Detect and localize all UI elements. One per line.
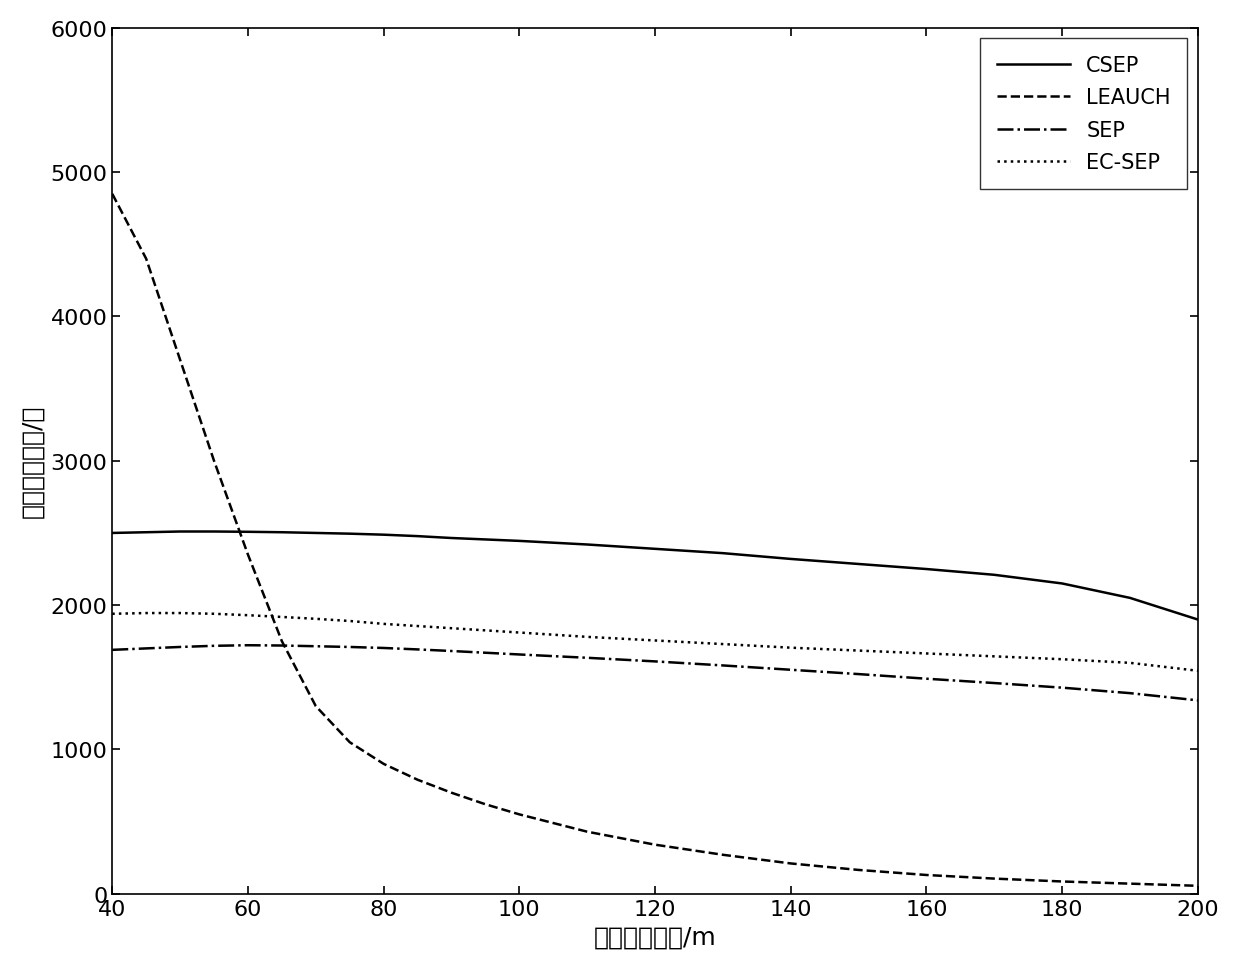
CSEP [477,534,492,546]
LEAUCH [512,809,527,821]
LEAUCH [784,858,799,869]
EC-SEP [477,625,492,637]
CSEP [1190,614,1205,626]
EC-SEP [139,608,154,619]
EC-SEP [647,635,662,646]
SEP [647,656,662,668]
LEAUCH [410,774,425,786]
CSEP [647,544,662,555]
SEP [274,641,289,652]
CSEP [376,529,391,541]
LEAUCH [309,701,324,712]
LEAUCH [715,849,730,860]
LEAUCH [1190,880,1205,891]
CSEP [784,553,799,565]
CSEP [715,547,730,559]
SEP [207,641,222,652]
LEAUCH [987,873,1002,885]
EC-SEP [1190,666,1205,677]
EC-SEP [919,648,934,660]
LEAUCH [207,455,222,467]
SEP [241,640,255,651]
LEAUCH [274,636,289,647]
LEAUCH [919,869,934,881]
CSEP [207,526,222,538]
EC-SEP [851,645,866,657]
CSEP [139,527,154,539]
CSEP [105,527,120,539]
SEP [1190,695,1205,706]
EC-SEP [342,615,357,627]
SEP [342,641,357,653]
EC-SEP [309,613,324,625]
EC-SEP [172,608,187,619]
EC-SEP [207,609,222,620]
SEP [987,677,1002,689]
CSEP [172,526,187,538]
CSEP [274,527,289,539]
CSEP [580,539,595,550]
CSEP [1122,592,1137,604]
EC-SEP [1122,657,1137,669]
SEP [309,641,324,652]
SEP [376,642,391,654]
SEP [477,647,492,659]
LEAUCH [1122,878,1137,890]
EC-SEP [444,623,459,635]
CSEP [987,570,1002,581]
EC-SEP [784,642,799,654]
CSEP [444,533,459,545]
Line: SEP: SEP [113,645,1198,701]
LEAUCH [105,189,120,201]
LEAUCH [241,549,255,561]
LEAUCH [444,787,459,798]
Legend: CSEP, LEAUCH, SEP, EC-SEP: CSEP, LEAUCH, SEP, EC-SEP [980,39,1188,190]
SEP [784,665,799,676]
EC-SEP [241,610,255,621]
X-axis label: 检测区域边长/m: 检测区域边长/m [594,924,717,949]
LEAUCH [139,254,154,266]
EC-SEP [987,651,1002,663]
LEAUCH [477,798,492,810]
EC-SEP [410,620,425,632]
EC-SEP [105,609,120,620]
Line: CSEP: CSEP [113,532,1198,620]
SEP [410,644,425,656]
SEP [919,673,934,685]
CSEP [1055,578,1070,590]
SEP [715,660,730,672]
EC-SEP [715,639,730,650]
CSEP [512,536,527,547]
CSEP [410,531,425,543]
Line: EC-SEP: EC-SEP [113,613,1198,672]
SEP [1055,682,1070,694]
CSEP [241,526,255,538]
Line: LEAUCH: LEAUCH [113,195,1198,886]
CSEP [309,527,324,539]
Y-axis label: 网络生命周期/轮: 网络生命周期/轮 [21,405,45,518]
SEP [105,644,120,656]
LEAUCH [172,355,187,366]
EC-SEP [512,627,527,639]
CSEP [342,528,357,540]
CSEP [919,564,934,576]
LEAUCH [851,864,866,876]
SEP [444,645,459,657]
SEP [139,642,154,654]
LEAUCH [376,759,391,770]
LEAUCH [1055,876,1070,888]
SEP [851,669,866,680]
SEP [172,641,187,653]
CSEP [851,558,866,570]
LEAUCH [580,826,595,837]
SEP [512,649,527,661]
EC-SEP [274,611,289,623]
SEP [1122,688,1137,700]
EC-SEP [1055,654,1070,666]
LEAUCH [647,839,662,851]
EC-SEP [580,632,595,643]
EC-SEP [376,618,391,630]
SEP [580,652,595,664]
LEAUCH [342,736,357,748]
